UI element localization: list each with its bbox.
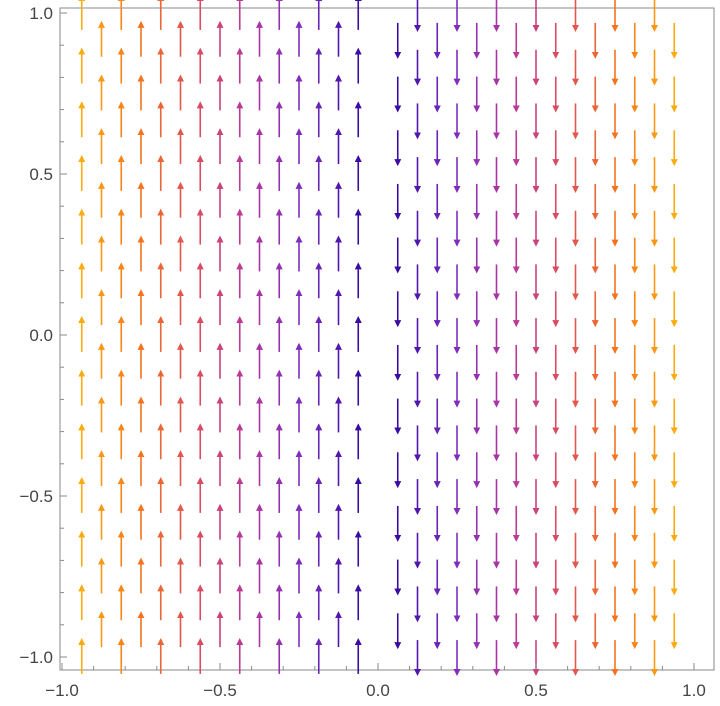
x-tick-label: −1.0 [45, 681, 79, 700]
x-tick-label: 0.5 [524, 681, 548, 700]
x-tick-label: −0.5 [203, 681, 237, 700]
y-axis-ticks: −1.0 −0.5 0.0 0.5 1.0 [19, 4, 67, 667]
vector-field [78, 0, 678, 677]
y-tick-label: 1.0 [29, 4, 53, 23]
y-tick-label: −0.5 [19, 487, 53, 506]
x-tick-label: 0.0 [366, 681, 390, 700]
y-tick-label: 0.5 [29, 165, 53, 184]
y-tick-label: 0.0 [29, 326, 53, 345]
plot-frame [59, 7, 715, 671]
y-tick-label: −1.0 [19, 648, 53, 667]
x-axis-ticks: −1.0 −0.5 0.0 0.5 1.0 [45, 663, 706, 700]
x-tick-label: 1.0 [682, 681, 706, 700]
